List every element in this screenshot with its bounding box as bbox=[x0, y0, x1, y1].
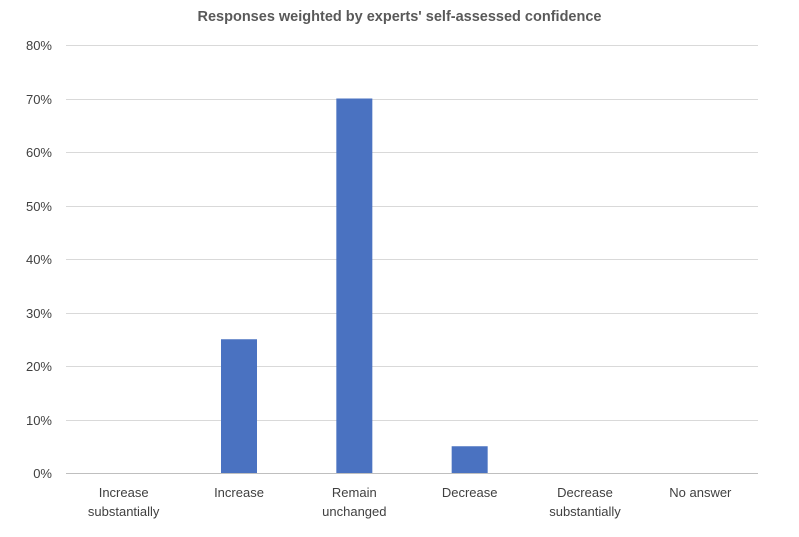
gridlines bbox=[66, 45, 758, 474]
y-axis-ticks: 0% 10% 20% 30% 40% 50% 60% 70% 80% bbox=[26, 38, 52, 481]
y-tick-label: 10% bbox=[26, 413, 52, 428]
y-tick-label: 70% bbox=[26, 92, 52, 107]
chart-title: Responses weighted by experts' self-asse… bbox=[198, 9, 602, 25]
bar bbox=[221, 339, 257, 473]
x-tick-label: Decrease bbox=[442, 485, 498, 500]
bar bbox=[336, 98, 373, 473]
y-tick-label: 30% bbox=[26, 306, 52, 321]
x-tick-label: Decrease substantially bbox=[549, 485, 621, 519]
bar bbox=[451, 446, 488, 473]
y-tick-label: 80% bbox=[26, 38, 52, 53]
bars bbox=[221, 98, 488, 473]
x-tick-label: Increase substantially bbox=[88, 485, 160, 519]
y-tick-label: 50% bbox=[26, 199, 52, 214]
y-tick-label: 60% bbox=[26, 145, 52, 160]
x-tick-label: No answer bbox=[669, 485, 732, 500]
x-axis-labels: Increase substantially Increase Remain uncha… bbox=[88, 485, 732, 519]
x-tick-label: Increase bbox=[214, 485, 264, 500]
y-tick-label: 20% bbox=[26, 359, 52, 374]
x-tick-label: Remain unchanged bbox=[322, 485, 386, 519]
y-tick-label: 0% bbox=[33, 466, 52, 481]
y-tick-label: 40% bbox=[26, 252, 52, 267]
